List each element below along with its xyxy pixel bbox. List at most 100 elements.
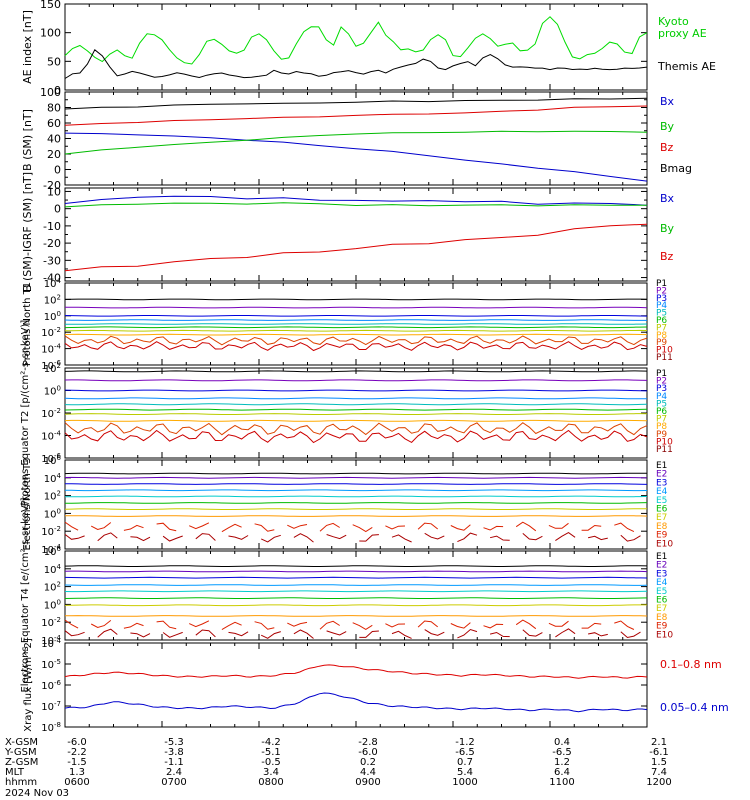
y-tick-label: 0 — [54, 203, 61, 216]
y-tick-label: 10-6 — [41, 452, 61, 465]
ephemeris-value: -4.2 — [261, 737, 281, 748]
series-line — [64, 604, 647, 607]
ephemeris-value: 1.3 — [69, 767, 85, 778]
series-line — [64, 389, 648, 392]
legend-entry: E6 — [656, 505, 668, 515]
series-line — [64, 483, 648, 485]
y-axis-label: Protons Equator T2 [p/(cm²-s-sr-keV)] — [20, 320, 31, 507]
ephemeris-value: -6.5 — [455, 747, 475, 758]
legend-entry: P3 — [656, 384, 667, 394]
series-line — [64, 195, 648, 206]
series-line — [64, 223, 648, 272]
y-tick-label: 10-2 — [41, 525, 61, 538]
series-line — [450, 622, 471, 629]
y-tick-label: 100 — [44, 507, 61, 520]
series-line — [64, 323, 648, 325]
panel-frame — [64, 367, 648, 459]
series-line — [326, 534, 347, 540]
legend-entry: P5 — [656, 309, 667, 319]
ephemeris-row-label: Y-GSM — [4, 747, 37, 758]
series-line — [417, 522, 439, 530]
series-line — [588, 632, 608, 637]
legend-entry: P8 — [656, 331, 667, 341]
series-line — [293, 629, 314, 639]
series-line — [123, 622, 144, 629]
series-line — [287, 524, 308, 529]
legend-entry: E5 — [656, 496, 667, 506]
legend-entry: E7 — [656, 604, 667, 614]
y-tick-label: 10-2 — [41, 616, 61, 629]
y-tick-label: 10-4 — [41, 343, 61, 356]
series-line — [385, 525, 406, 530]
series-line — [64, 341, 648, 352]
y-tick-label: 10-2 — [41, 407, 61, 420]
series-line — [64, 379, 648, 382]
ephemeris-value: 0.2 — [360, 757, 376, 768]
series-line — [64, 422, 648, 436]
y-tick-label: 20 — [47, 148, 61, 161]
y-tick-label: 60 — [47, 117, 61, 130]
series-line — [90, 522, 112, 531]
series-line — [64, 132, 648, 182]
legend-entry: E10 — [656, 539, 673, 549]
series-line — [587, 535, 608, 541]
series-line — [64, 403, 648, 406]
series-line — [64, 16, 648, 65]
series-line — [64, 534, 85, 540]
ephemeris-value: 0700 — [161, 777, 186, 788]
series-line — [417, 620, 439, 628]
series-line — [319, 522, 340, 532]
series-line — [221, 523, 242, 533]
series-line — [195, 629, 216, 638]
series-line — [64, 335, 648, 346]
series-line — [156, 522, 177, 532]
legend-entry: P10 — [656, 437, 673, 447]
y-tick-label: 10-7 — [41, 700, 61, 713]
legend-entry: P1 — [656, 369, 667, 379]
ephemeris-value: -6.5 — [552, 747, 572, 758]
ephemeris-value: -2.2 — [67, 747, 87, 758]
y-tick-label: -20 — [43, 237, 61, 250]
series-line — [64, 419, 648, 422]
series-line — [326, 630, 347, 636]
series-line — [64, 105, 648, 126]
series-line — [64, 619, 79, 629]
y-tick-label: 40 — [47, 133, 61, 146]
series-line — [64, 570, 648, 573]
y-axis-label: Electrons North T3 — [22, 457, 33, 550]
ephemeris-value: 1000 — [452, 777, 477, 788]
legend-entry: Bz — [660, 141, 674, 154]
series-line — [555, 628, 576, 638]
y-tick-label: 104 — [44, 472, 62, 485]
legend-entry: P9 — [656, 338, 667, 348]
legend-entry: P3 — [656, 294, 667, 304]
ephemeris-value: 0.7 — [457, 757, 473, 768]
ephemeris-value: 0800 — [258, 777, 283, 788]
legend-entry: P6 — [656, 316, 667, 326]
y-tick-label: 10-4 — [41, 543, 61, 556]
series-line — [64, 521, 79, 531]
legend-entry: P2 — [656, 377, 667, 387]
ephemeris-value: -1.5 — [67, 757, 87, 768]
date-label: 2024 Nov 03 — [5, 788, 69, 799]
series-line — [64, 502, 648, 504]
series-line — [162, 631, 183, 638]
y-axis-label: Protons North T1 — [22, 282, 33, 366]
y-tick-label: 10-4 — [41, 430, 61, 443]
legend-entry: E8 — [656, 613, 668, 623]
ephemeris-value: 1100 — [549, 777, 574, 788]
y-axis-label: B (SM) [nT] — [21, 109, 34, 171]
legend-entry: 0.05–0.4 nm — [660, 701, 729, 714]
legend-entry: P10 — [656, 346, 673, 356]
series-line — [515, 521, 537, 532]
legend-entry: P9 — [656, 430, 667, 440]
series-line — [64, 565, 648, 567]
ephemeris-value: 7.4 — [651, 767, 667, 778]
legend-entry: P11 — [656, 445, 673, 455]
legend-entry: P7 — [656, 323, 667, 333]
series-line — [64, 326, 648, 329]
y-tick-label: 100 — [40, 27, 61, 40]
series-line — [64, 692, 648, 713]
series-line — [65, 515, 648, 517]
legend-entry: P1 — [656, 279, 667, 289]
